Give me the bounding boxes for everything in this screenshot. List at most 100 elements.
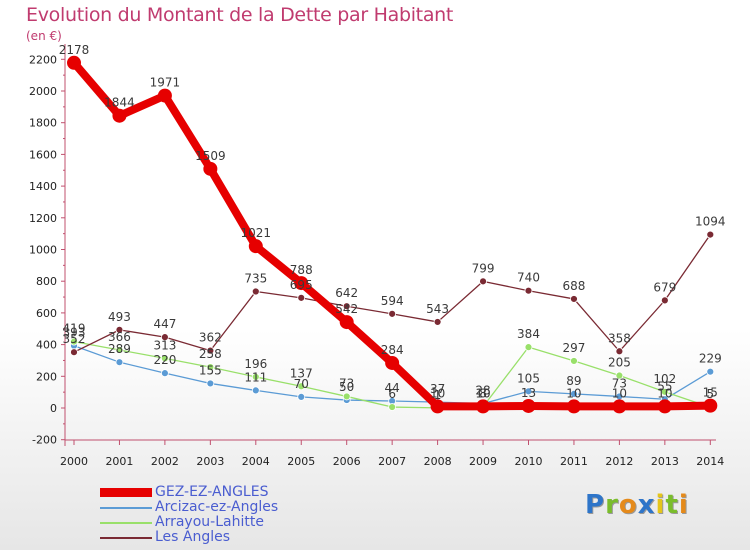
data-point [524,387,533,396]
x-tick-label: 2001 [105,455,133,468]
legend-item: Les Angles [100,530,360,545]
data-point [615,371,624,380]
data-point [660,296,669,305]
data-label: 220 [153,353,176,367]
data-point [657,399,672,414]
legend-label: Arrayou-Lahitte [155,514,264,530]
data-label: 688 [562,279,585,293]
y-tick-label: 2200 [29,53,57,66]
data-label: 384 [517,327,540,341]
x-tick-label: 2005 [287,455,315,468]
legend-item: Arcizac-ez-Angles [100,500,360,515]
data-point [160,333,169,342]
data-label: 393 [63,326,86,340]
data-label: 205 [608,356,631,370]
logo-letter: x [637,490,656,520]
data-point [251,287,260,296]
data-label: 10 [657,386,672,400]
data-label: 695 [290,278,313,292]
data-point [476,399,491,414]
y-tick-label: 1800 [29,117,57,130]
data-point [385,355,400,370]
x-tick-label: 2009 [469,455,497,468]
x-tick-label: 2014 [696,455,724,468]
data-label: 788 [290,263,313,277]
data-label: 1844 [104,96,135,110]
data-label: 447 [153,317,176,331]
data-point [430,399,445,414]
data-label: 1509 [195,149,226,163]
logo-letter: o [618,490,638,520]
x-tick-label: 2004 [242,455,270,468]
y-tick-label: 0 [50,402,57,415]
data-label: 111 [244,370,267,384]
data-point [339,315,354,330]
data-point [112,108,127,123]
legend-swatch [100,488,152,497]
data-label: 362 [199,331,222,345]
data-label: 735 [244,272,267,286]
y-tick-label: 2000 [29,85,57,98]
data-point [342,302,351,311]
data-point [342,392,351,401]
y-tick-label: 800 [36,275,57,288]
data-label: 258 [199,347,222,361]
logo-letter: r [605,490,619,520]
logo-letter: i [655,490,666,520]
data-point [706,230,715,239]
x-tick-label: 2012 [605,455,633,468]
data-label: 419 [63,322,86,336]
data-point [706,367,715,376]
data-point [251,386,260,395]
data-point [160,369,169,378]
data-point [521,398,536,413]
data-label: 358 [608,331,631,345]
legend-label: Les Angles [155,529,231,545]
data-label: 2178 [59,43,90,57]
data-point [566,399,581,414]
data-label: 10 [566,386,581,400]
data-point [612,399,627,414]
x-tick-label: 2011 [560,455,588,468]
y-tick-label: 200 [36,370,57,383]
data-point [615,347,624,356]
data-label: 50 [339,380,354,394]
legend-item: GEZ-EZ-ANGLES [100,485,360,500]
data-label: 799 [472,261,495,275]
data-label: 155 [199,363,222,377]
logo-letter: P [585,490,606,520]
data-label: 542 [335,302,358,316]
legend-label: Arcizac-ez-Angles [155,499,279,515]
proxiti-logo: Proxiti [585,490,689,524]
data-point [115,358,124,367]
data-label: 740 [517,271,540,285]
x-tick-label: 2013 [651,455,679,468]
data-point [294,276,309,291]
x-tick-label: 2006 [333,455,361,468]
data-label: 352 [63,332,86,346]
data-label: 297 [562,341,585,355]
data-label: 44 [385,381,400,395]
y-tick-label: -200 [32,434,57,447]
data-point [433,318,442,326]
data-point [67,55,81,70]
data-label: 679 [653,280,676,294]
chart-title: Evolution du Montant de la Dette par Hab… [26,4,454,26]
data-point [524,343,533,352]
x-tick-label: 2003 [196,455,224,468]
legend-swatch [100,522,152,524]
data-label: 10 [430,386,445,400]
data-label: 642 [335,286,358,300]
data-label: 6 [388,387,396,401]
data-point [479,277,487,286]
y-tick-label: 1600 [29,148,57,161]
data-point [297,393,306,401]
legend-swatch [100,537,152,539]
data-label: 10 [612,386,627,400]
data-label: 493 [108,310,131,324]
data-label: 594 [381,294,404,308]
data-point [570,295,578,303]
data-label: 73 [612,376,627,390]
data-point [70,337,78,346]
data-label: 13 [521,386,536,400]
